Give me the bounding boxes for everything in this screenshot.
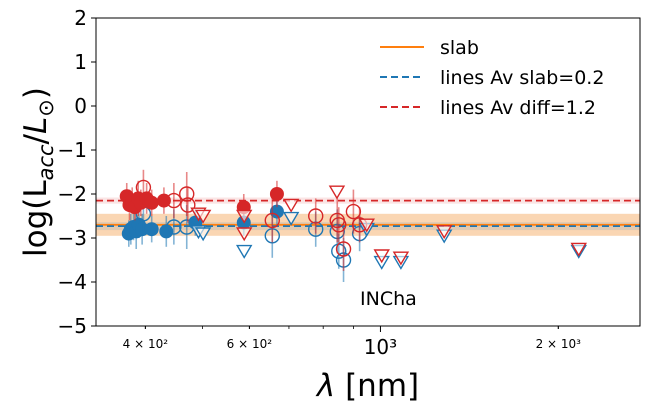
point-s4-p3 (180, 197, 196, 213)
point-s5-p1 (194, 209, 212, 224)
point-s5-p4 (282, 198, 300, 213)
legend-label-slab: slab (440, 37, 479, 59)
point-s5-p9 (435, 225, 453, 240)
point-s3-p7 (144, 195, 159, 210)
y-tick-label-0: 2 (74, 6, 87, 30)
point-s5-p10 (570, 242, 587, 257)
point-s5-p6 (358, 218, 375, 233)
point-s1-p1 (166, 219, 182, 235)
y-axis-label: log(Lacc/L⊙) (18, 87, 58, 257)
point-s5-p2 (235, 227, 253, 242)
point-s5-p5 (328, 185, 346, 200)
point-s0-p5 (135, 222, 150, 237)
y-tick-label-3: −1 (58, 138, 87, 162)
point-s4-p7 (331, 217, 347, 233)
x-axis-ticks: 4 × 10² 6 × 10² 10³ 2 × 10³ (123, 326, 582, 359)
point-s0-p10 (269, 204, 284, 219)
x-tick-label-0: 4 × 10² (123, 337, 169, 351)
point-s4-p9 (345, 203, 362, 220)
y-tick-label-5: −3 (58, 226, 87, 250)
legend-label-av-diff: lines Av diff=1.2 (440, 97, 596, 119)
x-tick-label-3: 2 × 10³ (536, 337, 582, 351)
y-tick-label-7: −5 (58, 314, 87, 338)
x-axis-label: λ [nm] (315, 368, 419, 404)
point-s2-p2 (235, 244, 253, 259)
plot-frame (95, 17, 641, 327)
y-tick-label-4: −2 (58, 182, 87, 206)
y-tick-label-2: 0 (74, 94, 87, 118)
point-s4-p2 (179, 186, 195, 202)
chart-annotation: INCha (360, 288, 417, 310)
point-s0-p6 (144, 222, 159, 237)
point-s4-p8 (335, 241, 352, 257)
point-s5-p8 (392, 251, 410, 266)
y-tick-label-6: −4 (58, 270, 87, 294)
point-s4-p4 (264, 212, 280, 229)
x-tick-label-1: 6 × 10² (227, 337, 273, 351)
point-s4-p1 (166, 192, 182, 209)
point-s4-p0 (135, 179, 152, 196)
y-tick-label-1: 1 (74, 50, 87, 74)
legend: slab lines Av slab=0.2 lines Av diff=1.2 (380, 37, 604, 119)
point-s5-p3 (235, 209, 253, 224)
point-s5-p7 (373, 249, 390, 264)
x-tick-label-2: 10³ (364, 335, 397, 359)
point-s2-p1 (194, 227, 212, 242)
legend-label-av-slab: lines Av slab=0.2 (440, 67, 604, 89)
data-points (119, 169, 587, 282)
y-axis-ticks: 2 1 0 −1 −2 −3 −4 −5 (58, 6, 96, 338)
point-s0-p7 (159, 224, 174, 239)
reference-band-1 (96, 197, 640, 204)
point-s4-p5 (308, 208, 324, 224)
point-s3-p10 (269, 187, 284, 201)
